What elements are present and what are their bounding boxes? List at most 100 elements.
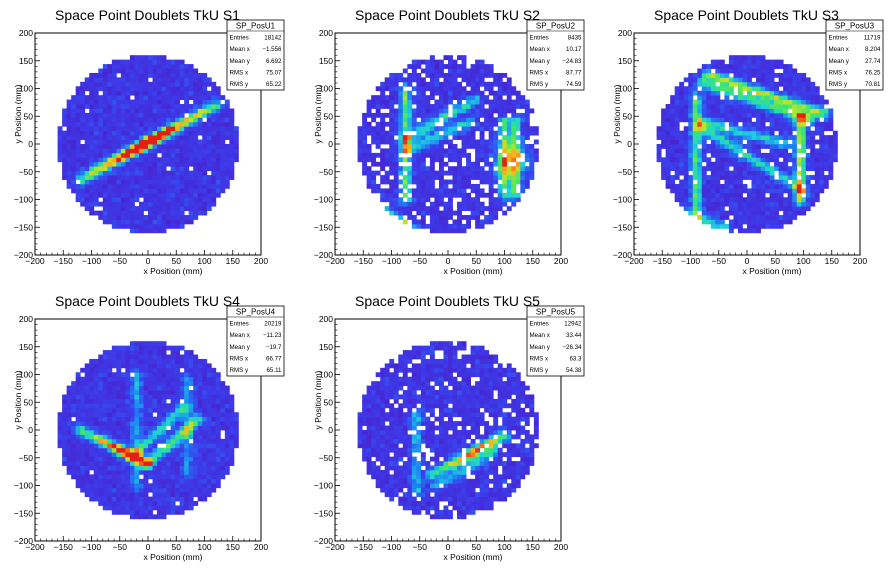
heatmap-cell <box>116 483 122 489</box>
heatmap-cell <box>511 170 517 176</box>
heatmap-cell <box>438 135 444 140</box>
heatmap-cell <box>138 469 144 475</box>
heatmap-cell <box>179 161 185 167</box>
heatmap-cell <box>66 430 72 435</box>
heatmap-cell <box>148 157 153 163</box>
heatmap-cell <box>125 121 131 127</box>
heatmap-cell <box>84 135 90 140</box>
heatmap-cell <box>742 201 748 207</box>
heatmap-cell <box>75 86 81 92</box>
heatmap-cell <box>206 452 212 458</box>
heatmap-cell <box>98 188 104 194</box>
heatmap-cell <box>475 183 481 189</box>
heatmap-cell <box>529 144 535 149</box>
heatmap-cell <box>116 474 122 480</box>
heatmap-cell <box>434 81 440 87</box>
heatmap-cell <box>107 385 113 391</box>
heatmap-cell <box>84 403 90 409</box>
heatmap-cell <box>161 341 167 347</box>
heatmap-cell <box>524 108 530 114</box>
heatmap-cell <box>524 117 530 123</box>
heatmap-cell <box>75 385 81 391</box>
heatmap-cell <box>362 121 368 127</box>
heatmap-cell <box>152 126 158 132</box>
heatmap-cell <box>125 443 131 449</box>
heatmap-cell <box>175 192 181 198</box>
stats-row-label: RMS x <box>530 69 549 76</box>
heatmap-cell <box>107 416 113 422</box>
heatmap-cell <box>193 135 199 140</box>
heatmap-cell <box>461 135 467 140</box>
heatmap-cell <box>129 478 135 484</box>
heatmap-cell <box>211 398 217 404</box>
stats-row-label: Mean y <box>530 58 551 65</box>
heatmap-cell <box>107 112 113 118</box>
heatmap-cell <box>157 206 162 211</box>
heatmap-cell <box>810 188 816 194</box>
heatmap-cell <box>152 376 158 382</box>
heatmap-cell <box>457 99 462 105</box>
heatmap-cell <box>57 421 63 426</box>
heatmap-cell <box>416 108 422 114</box>
heatmap-cell <box>488 179 494 185</box>
heatmap-cell <box>134 363 140 369</box>
heatmap-cell <box>215 135 221 140</box>
heatmap-cell <box>742 188 748 194</box>
heatmap-cell <box>184 166 190 172</box>
heatmap-cell <box>125 376 131 382</box>
heatmap-cell <box>75 95 81 100</box>
heatmap-cell <box>484 215 490 220</box>
heatmap-cell <box>107 425 113 431</box>
heatmap-cell <box>823 148 829 154</box>
heatmap-cell <box>362 130 368 136</box>
heatmap-cell <box>93 135 99 140</box>
heatmap-cell <box>452 72 458 78</box>
heatmap-cell <box>434 68 440 74</box>
heatmap-cell <box>398 210 404 216</box>
heatmap-cell <box>197 363 203 369</box>
heatmap-cell <box>493 201 499 207</box>
heatmap-cell <box>429 157 435 163</box>
heatmap-cell <box>724 135 730 140</box>
x-tick-label: −100 <box>82 256 101 266</box>
heatmap-cell <box>75 425 81 431</box>
heatmap-cell <box>89 130 95 136</box>
heatmap-cell <box>148 210 153 216</box>
heatmap-cell <box>380 157 386 163</box>
heatmap-cell <box>197 77 203 83</box>
heatmap-cell <box>125 135 131 140</box>
heatmap-cell <box>737 72 743 78</box>
heatmap-cell <box>774 135 780 140</box>
heatmap-cell <box>75 403 81 409</box>
heatmap-cell <box>529 148 535 154</box>
heatmap-cell <box>120 215 126 220</box>
heatmap-cell <box>197 121 203 127</box>
heatmap-cell <box>116 144 122 149</box>
heatmap-cell <box>138 219 144 225</box>
heatmap-cell <box>179 175 185 180</box>
heatmap-cell <box>801 130 807 136</box>
x-axis-label: x Position (mm) <box>143 266 202 276</box>
heatmap-cell <box>765 112 770 118</box>
stats-row-label: RMS y <box>230 81 249 88</box>
heatmap-cell <box>715 170 721 176</box>
heatmap-cell <box>733 72 739 78</box>
heatmap-cell <box>84 398 90 404</box>
heatmap-cell <box>710 188 716 194</box>
heatmap-cell <box>89 474 95 480</box>
heatmap-cell <box>170 90 176 96</box>
heatmap-cell <box>479 126 485 132</box>
heatmap-cell <box>810 166 816 172</box>
heatmap-cell <box>665 179 671 185</box>
heatmap-cell <box>197 376 203 382</box>
heatmap-cell <box>380 112 386 118</box>
heatmap-cell <box>193 403 199 409</box>
heatmap-cell <box>93 188 99 194</box>
heatmap-cell <box>411 166 417 172</box>
heatmap-cell <box>783 117 789 123</box>
heatmap-cell <box>457 117 462 123</box>
heatmap-cell <box>792 81 798 87</box>
heatmap-cell <box>380 197 386 203</box>
heatmap-cell <box>783 188 789 194</box>
heatmap-cell <box>466 95 471 100</box>
